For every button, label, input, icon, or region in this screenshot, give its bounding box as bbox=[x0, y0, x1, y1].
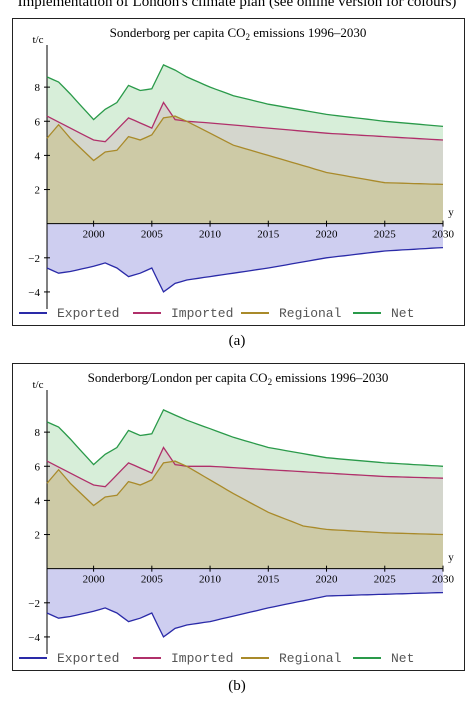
exported-area-a bbox=[47, 223, 443, 292]
y-tick-label--4-b: −4 bbox=[28, 632, 40, 644]
x-tick-label-2000-b: 2000 bbox=[83, 574, 106, 586]
exported-area-b bbox=[47, 568, 443, 637]
chart-title-a: Sonderborg per capita CO2 emissions 1996… bbox=[110, 25, 367, 42]
chart-panel-a: 2000 2005 2010 2015 2020 2025 2030 −4 −2 2 4 6 8 t/c y… bbox=[12, 18, 465, 326]
legend-label-regional-b: Regional bbox=[279, 651, 342, 666]
x-axis-label-a: y bbox=[448, 207, 454, 219]
imported-area-b bbox=[47, 447, 443, 535]
x-tick-label-2025-b: 2025 bbox=[374, 574, 397, 586]
y-tick-label-4-b: 4 bbox=[35, 495, 41, 507]
net-area-b bbox=[47, 409, 443, 487]
y-tick-label--4-a: −4 bbox=[28, 287, 40, 299]
net-line-a bbox=[46, 64, 444, 128]
legend-label-net-a: Net bbox=[391, 306, 414, 321]
regional-line-b bbox=[46, 460, 444, 536]
x-tick-label-2005-b: 2005 bbox=[141, 574, 164, 586]
chart-title-b: Sonderborg/London per capita CO2 emissio… bbox=[88, 370, 389, 387]
y-tick-label-4-a: 4 bbox=[35, 150, 41, 162]
x-tick-label-2030-b: 2030 bbox=[432, 574, 455, 586]
x-tick-label-2010-a: 2010 bbox=[199, 229, 222, 241]
y-tick-label-8-b: 8 bbox=[35, 427, 41, 439]
y-tick-label-2-a: 2 bbox=[35, 185, 41, 197]
net-line-b bbox=[46, 409, 444, 467]
x-tick-label-2020-b: 2020 bbox=[316, 574, 339, 586]
x-tick-label-2000-a: 2000 bbox=[83, 229, 106, 241]
x-tick-label-2015-a: 2015 bbox=[257, 229, 280, 241]
legend-label-net-b: Net bbox=[391, 651, 414, 666]
chart-panel-b: 2000 2005 2010 2015 2020 2025 2030 −4 −2 2 4 6 8 t/c y… bbox=[12, 363, 465, 671]
x-tick-label-2030-a: 2030 bbox=[432, 229, 455, 241]
x-tick-label-2015-b: 2015 bbox=[257, 574, 280, 586]
y-axis-label-a: t/c bbox=[33, 34, 44, 46]
y-tick-label-2-b: 2 bbox=[35, 530, 41, 542]
regional-area-a bbox=[47, 116, 443, 224]
exported-line-a bbox=[46, 246, 444, 293]
exported-line-b bbox=[46, 591, 444, 638]
imported-line-b bbox=[46, 446, 444, 488]
chart-svg-b: 2000 2005 2010 2015 2020 2025 2030 −4 −2 2 4 6 8 t/c y… bbox=[19, 370, 455, 666]
y-tick-label-8-a: 8 bbox=[35, 82, 41, 94]
x-tick-label-2005-a: 2005 bbox=[141, 229, 164, 241]
chart-svg-a: 2000 2005 2010 2015 2020 2025 2030 −4 −2 2 4 6 8 t/c y… bbox=[19, 25, 455, 321]
x-tick-label-2025-a: 2025 bbox=[374, 229, 397, 241]
legend-label-exported-b: Exported bbox=[57, 651, 119, 666]
net-area-a bbox=[47, 64, 443, 142]
imported-line-a bbox=[46, 101, 444, 143]
figure-caption: Implementation of London's climate plan … bbox=[17, 0, 457, 10]
y-tick-label-6-b: 6 bbox=[35, 461, 41, 473]
legend-label-regional-a: Regional bbox=[279, 306, 342, 321]
y-tick-label--2-a: −2 bbox=[28, 253, 40, 265]
x-tick-label-2020-a: 2020 bbox=[316, 229, 339, 241]
legend-label-imported-b: Imported bbox=[171, 651, 233, 666]
x-axis-label-b: y bbox=[448, 552, 454, 564]
panel-label-b: (b) bbox=[228, 678, 246, 694]
regional-line-a bbox=[46, 115, 444, 186]
legend-label-imported-a: Imported bbox=[171, 306, 233, 321]
regional-area-b bbox=[47, 461, 443, 569]
x-tick-label-2010-b: 2010 bbox=[199, 574, 222, 586]
legend-label-exported-a: Exported bbox=[57, 306, 119, 321]
y-tick-label--2-b: −2 bbox=[28, 598, 40, 610]
y-axis-label-b: t/c bbox=[33, 379, 44, 391]
panel-label-a: (a) bbox=[228, 333, 246, 349]
y-tick-label-6-a: 6 bbox=[35, 116, 41, 128]
imported-area-a bbox=[47, 102, 443, 185]
